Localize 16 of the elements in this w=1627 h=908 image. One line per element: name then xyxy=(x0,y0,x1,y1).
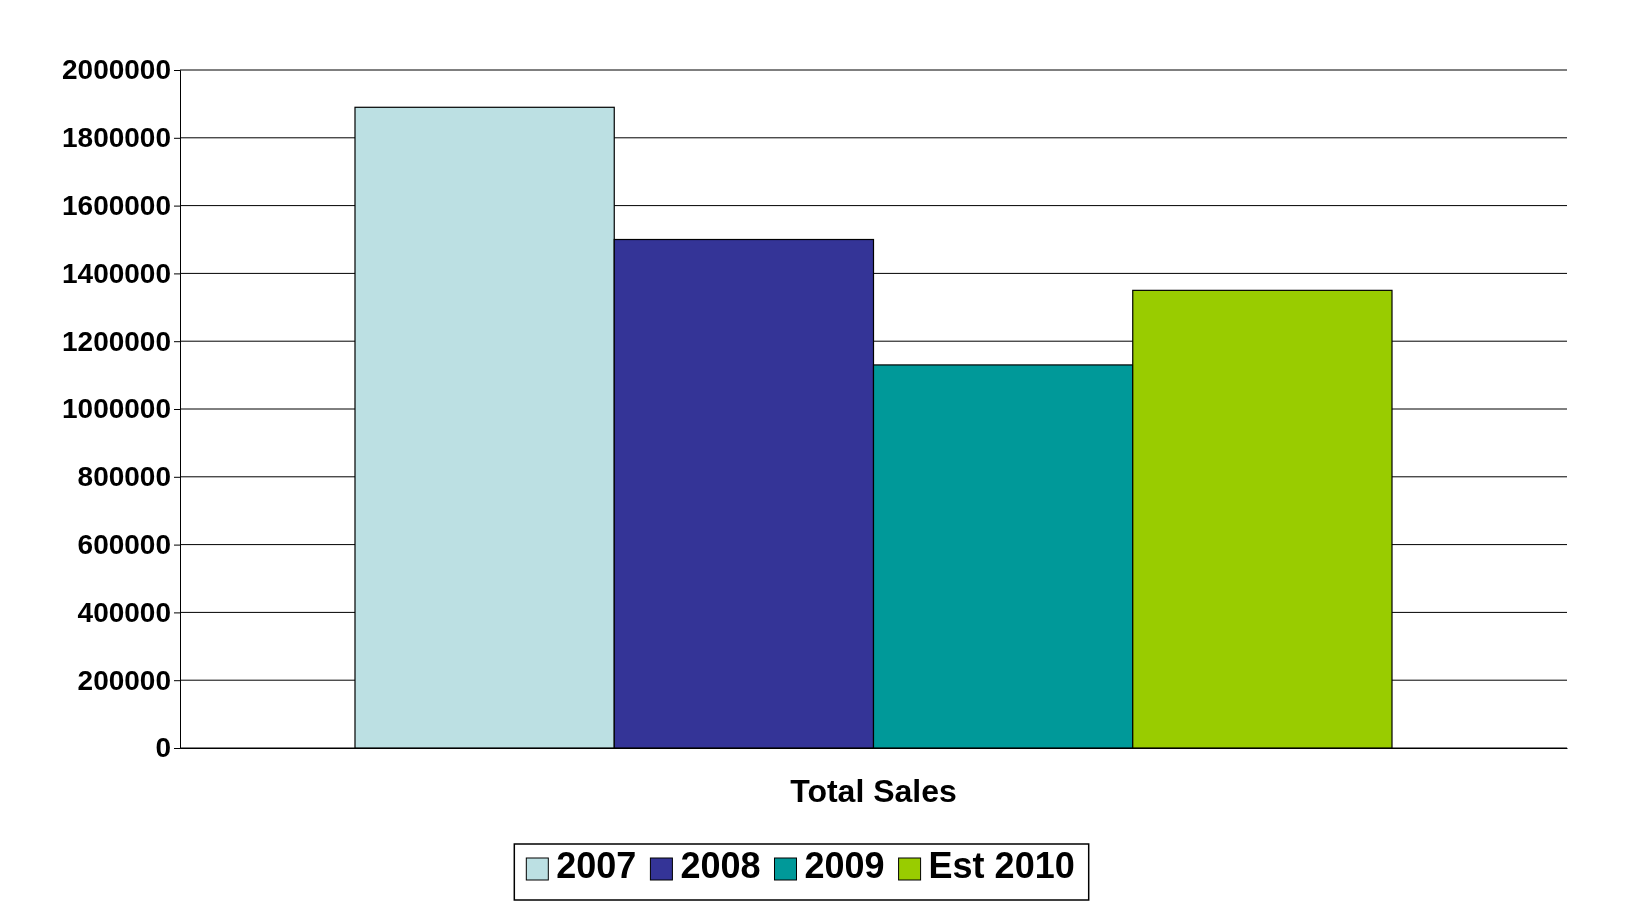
x-tick-label: Total Sales xyxy=(790,773,957,810)
y-tick-label: 1600000 xyxy=(61,190,171,222)
y-tick-label: 0 xyxy=(155,732,171,764)
y-tick-label: 1000000 xyxy=(61,393,171,425)
legend-label: 2008 xyxy=(680,845,761,886)
y-tick-label: 1800000 xyxy=(61,122,171,154)
legend-label: 2009 xyxy=(804,845,885,886)
legend-label: 2007 xyxy=(556,845,637,886)
y-tick-label: 2000000 xyxy=(61,54,171,86)
y-tick-label: 600000 xyxy=(77,529,171,561)
legend-label: Est 2010 xyxy=(928,845,1075,886)
y-tick-label: 400000 xyxy=(77,596,171,628)
y-tick-label: 1400000 xyxy=(61,257,171,289)
y-tick-label: 800000 xyxy=(77,461,171,493)
y-tick-label: 200000 xyxy=(77,664,171,696)
y-tick-label: 1200000 xyxy=(61,325,171,357)
